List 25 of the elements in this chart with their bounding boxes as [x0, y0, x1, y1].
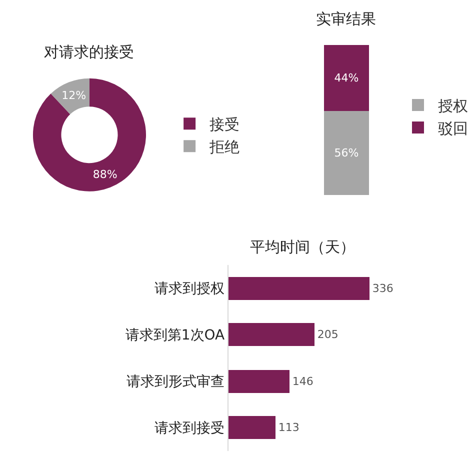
- chart-title: 对请求的接受: [44, 43, 134, 61]
- data-label: 56%: [334, 146, 359, 160]
- bar: [228, 416, 276, 440]
- data-label: 44%: [334, 72, 359, 85]
- legend-label: 接受: [210, 115, 240, 134]
- data-label: 336: [372, 282, 394, 296]
- chart-title: 实审结果: [316, 10, 376, 28]
- y-tick-label: 请求到接受: [154, 420, 225, 437]
- bar: [228, 370, 290, 394]
- bar: [228, 323, 314, 346]
- legend-label: 驳回: [438, 119, 468, 138]
- data-label: 146: [292, 375, 314, 388]
- legend-label: 拒绝: [208, 138, 240, 156]
- data-label: 113: [278, 421, 300, 434]
- y-tick-label: 请求到形式审查: [126, 374, 225, 390]
- chart-title: 平均时间（天）: [250, 238, 355, 256]
- data-label: 12%: [62, 88, 86, 102]
- y-tick-label: 请求到授权: [154, 281, 225, 298]
- data-label: 205: [317, 328, 338, 342]
- bar: [228, 277, 370, 300]
- data-label: 88%: [92, 168, 118, 181]
- donut-slice: [50, 78, 90, 114]
- donut-slice: [33, 78, 146, 192]
- legend-label: 授权: [438, 96, 468, 115]
- y-tick-label: 请求到第1次OA: [125, 328, 226, 344]
